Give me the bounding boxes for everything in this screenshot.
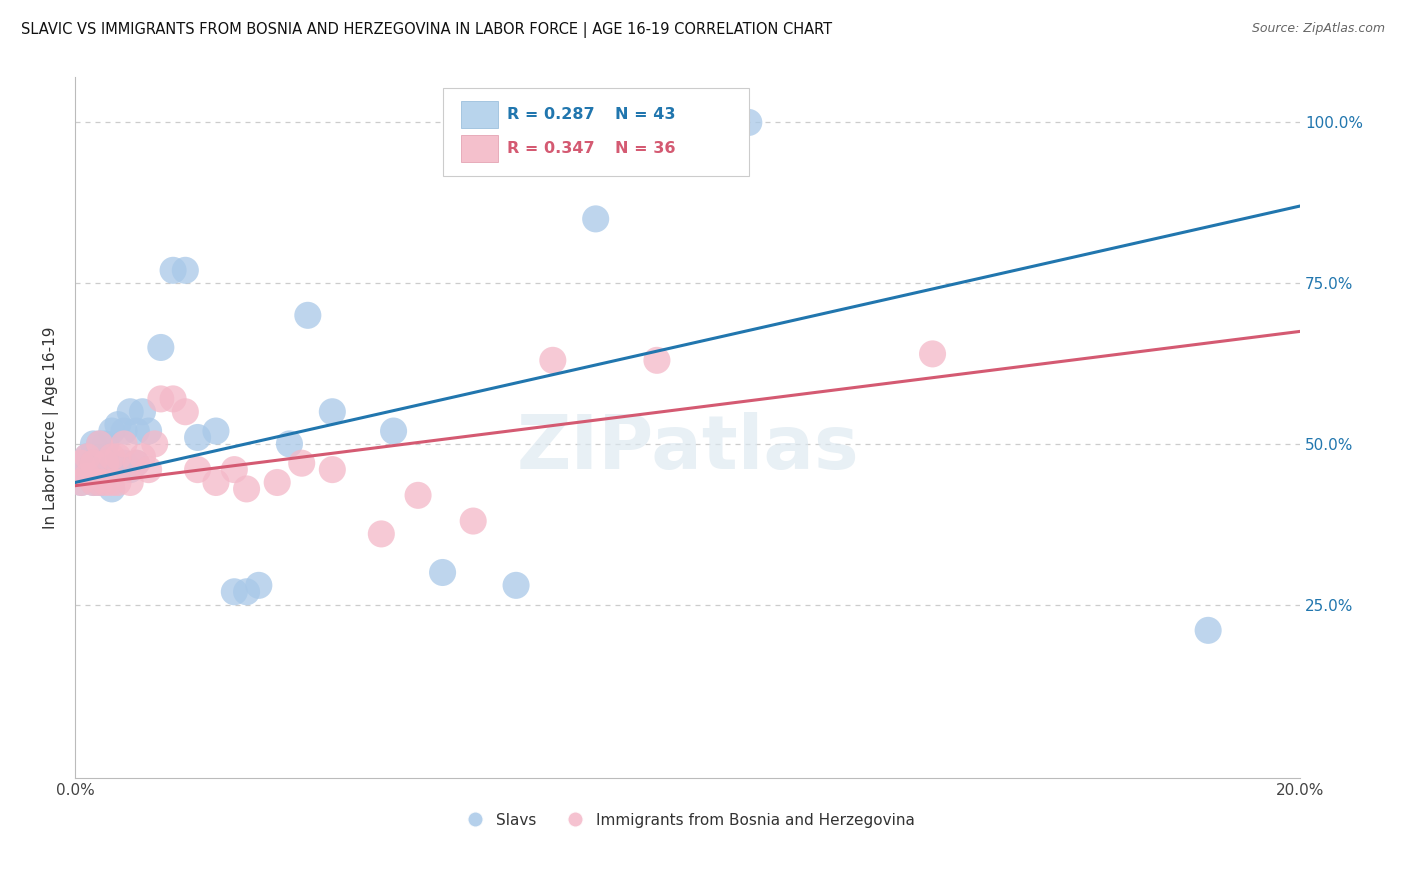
Y-axis label: In Labor Force | Age 16-19: In Labor Force | Age 16-19: [44, 326, 59, 529]
Point: [505, 578, 527, 592]
Point: [82, 456, 104, 470]
Point: [645, 353, 668, 368]
Text: N = 43: N = 43: [616, 107, 676, 122]
Point: [297, 308, 319, 322]
Text: ZIPatlas: ZIPatlas: [516, 412, 859, 485]
FancyBboxPatch shape: [461, 135, 498, 161]
Point: [738, 115, 761, 129]
Point: [112, 456, 135, 470]
Point: [143, 437, 166, 451]
Point: [89, 475, 111, 490]
Point: [101, 475, 124, 490]
Legend: Slavs, Immigrants from Bosnia and Herzegovina: Slavs, Immigrants from Bosnia and Herzeg…: [454, 806, 921, 834]
Point: [162, 392, 184, 406]
Point: [321, 405, 343, 419]
Point: [1197, 624, 1219, 638]
Point: [120, 405, 142, 419]
Point: [131, 450, 153, 464]
Point: [205, 424, 228, 438]
Point: [247, 578, 270, 592]
Point: [278, 437, 301, 451]
Point: [107, 450, 129, 464]
Point: [70, 456, 93, 470]
Point: [406, 488, 429, 502]
Point: [94, 450, 117, 464]
Point: [664, 115, 686, 129]
Point: [585, 211, 607, 226]
Point: [89, 437, 111, 451]
Point: [541, 353, 564, 368]
Point: [76, 450, 98, 464]
Point: [94, 469, 117, 483]
Point: [370, 527, 392, 541]
Point: [224, 584, 246, 599]
Point: [266, 475, 288, 490]
Point: [82, 475, 104, 490]
Point: [101, 482, 124, 496]
Point: [101, 456, 124, 470]
Point: [174, 263, 197, 277]
Text: R = 0.287: R = 0.287: [508, 107, 595, 122]
Point: [120, 462, 142, 476]
Point: [125, 424, 148, 438]
Point: [70, 475, 93, 490]
Point: [82, 456, 104, 470]
Point: [94, 475, 117, 490]
Point: [149, 392, 172, 406]
Point: [107, 462, 129, 476]
Point: [187, 430, 209, 444]
Point: [235, 482, 257, 496]
Point: [382, 424, 405, 438]
Text: R = 0.347: R = 0.347: [508, 141, 595, 156]
Point: [174, 405, 197, 419]
Point: [82, 475, 104, 490]
Point: [125, 456, 148, 470]
Text: Source: ZipAtlas.com: Source: ZipAtlas.com: [1251, 22, 1385, 36]
Point: [291, 456, 314, 470]
Point: [224, 462, 246, 476]
Point: [120, 475, 142, 490]
Point: [235, 584, 257, 599]
Text: SLAVIC VS IMMIGRANTS FROM BOSNIA AND HERZEGOVINA IN LABOR FORCE | AGE 16-19 CORR: SLAVIC VS IMMIGRANTS FROM BOSNIA AND HER…: [21, 22, 832, 38]
FancyBboxPatch shape: [461, 102, 498, 128]
Point: [138, 424, 160, 438]
Point: [101, 450, 124, 464]
Point: [89, 437, 111, 451]
Point: [76, 462, 98, 476]
Text: N = 36: N = 36: [616, 141, 676, 156]
Point: [94, 456, 117, 470]
Point: [70, 456, 93, 470]
Point: [76, 469, 98, 483]
Point: [82, 437, 104, 451]
Point: [205, 475, 228, 490]
Point: [101, 424, 124, 438]
Point: [125, 456, 148, 470]
Point: [321, 462, 343, 476]
Point: [76, 450, 98, 464]
Point: [112, 424, 135, 438]
Point: [138, 462, 160, 476]
Point: [112, 437, 135, 451]
Point: [149, 341, 172, 355]
Point: [921, 347, 943, 361]
FancyBboxPatch shape: [443, 88, 749, 176]
Point: [463, 514, 485, 528]
Point: [107, 417, 129, 432]
Point: [187, 462, 209, 476]
Point: [131, 405, 153, 419]
Point: [162, 263, 184, 277]
Point: [107, 475, 129, 490]
Point: [70, 475, 93, 490]
Point: [94, 437, 117, 451]
Point: [432, 566, 454, 580]
Point: [89, 475, 111, 490]
